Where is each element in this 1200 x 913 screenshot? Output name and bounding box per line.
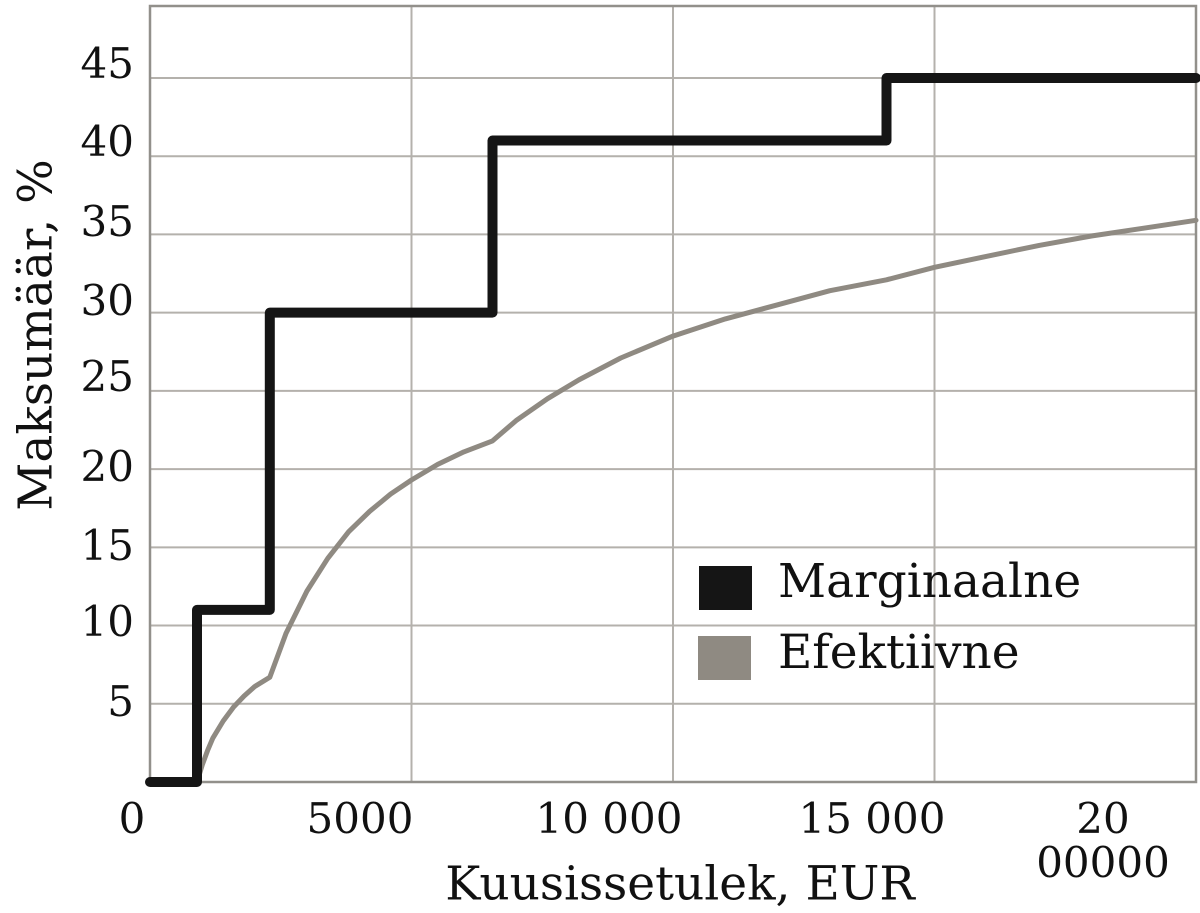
y-tick-label: 25 (80, 352, 134, 401)
y-tick-label: 45 (80, 39, 134, 88)
x-tick-label: 10 000 (535, 794, 683, 843)
y-tick-label: 30 (80, 276, 134, 325)
y-tick-label: 5 (107, 677, 134, 726)
legend-swatch-effective (698, 636, 751, 680)
x-axis-title: Kuusissetulek, EUR (445, 856, 915, 912)
y-tick-label: 35 (80, 197, 134, 246)
y-tick-label: 10 (80, 597, 134, 646)
effective-series-line (194, 217, 1199, 785)
gridlines (150, 6, 1196, 782)
chart-frame (148, 4, 1198, 784)
legend-label-marginal: Marginaalne (778, 554, 1082, 609)
marginal-series-line (145, 73, 1200, 787)
x-tick-label: 5000 (306, 794, 414, 843)
legend-swatch-marginal (699, 566, 752, 610)
x-tick-label: 0 (118, 794, 146, 843)
x-tick-label: 20 00000 (1036, 794, 1170, 887)
y-tick-label: 20 (80, 442, 134, 491)
legend-label-effective: Efektiivne (778, 625, 1020, 680)
x-tick-label: 15 000 (798, 794, 946, 843)
y-tick-label: 40 (80, 117, 134, 166)
y-tick-label: 15 (80, 521, 134, 570)
